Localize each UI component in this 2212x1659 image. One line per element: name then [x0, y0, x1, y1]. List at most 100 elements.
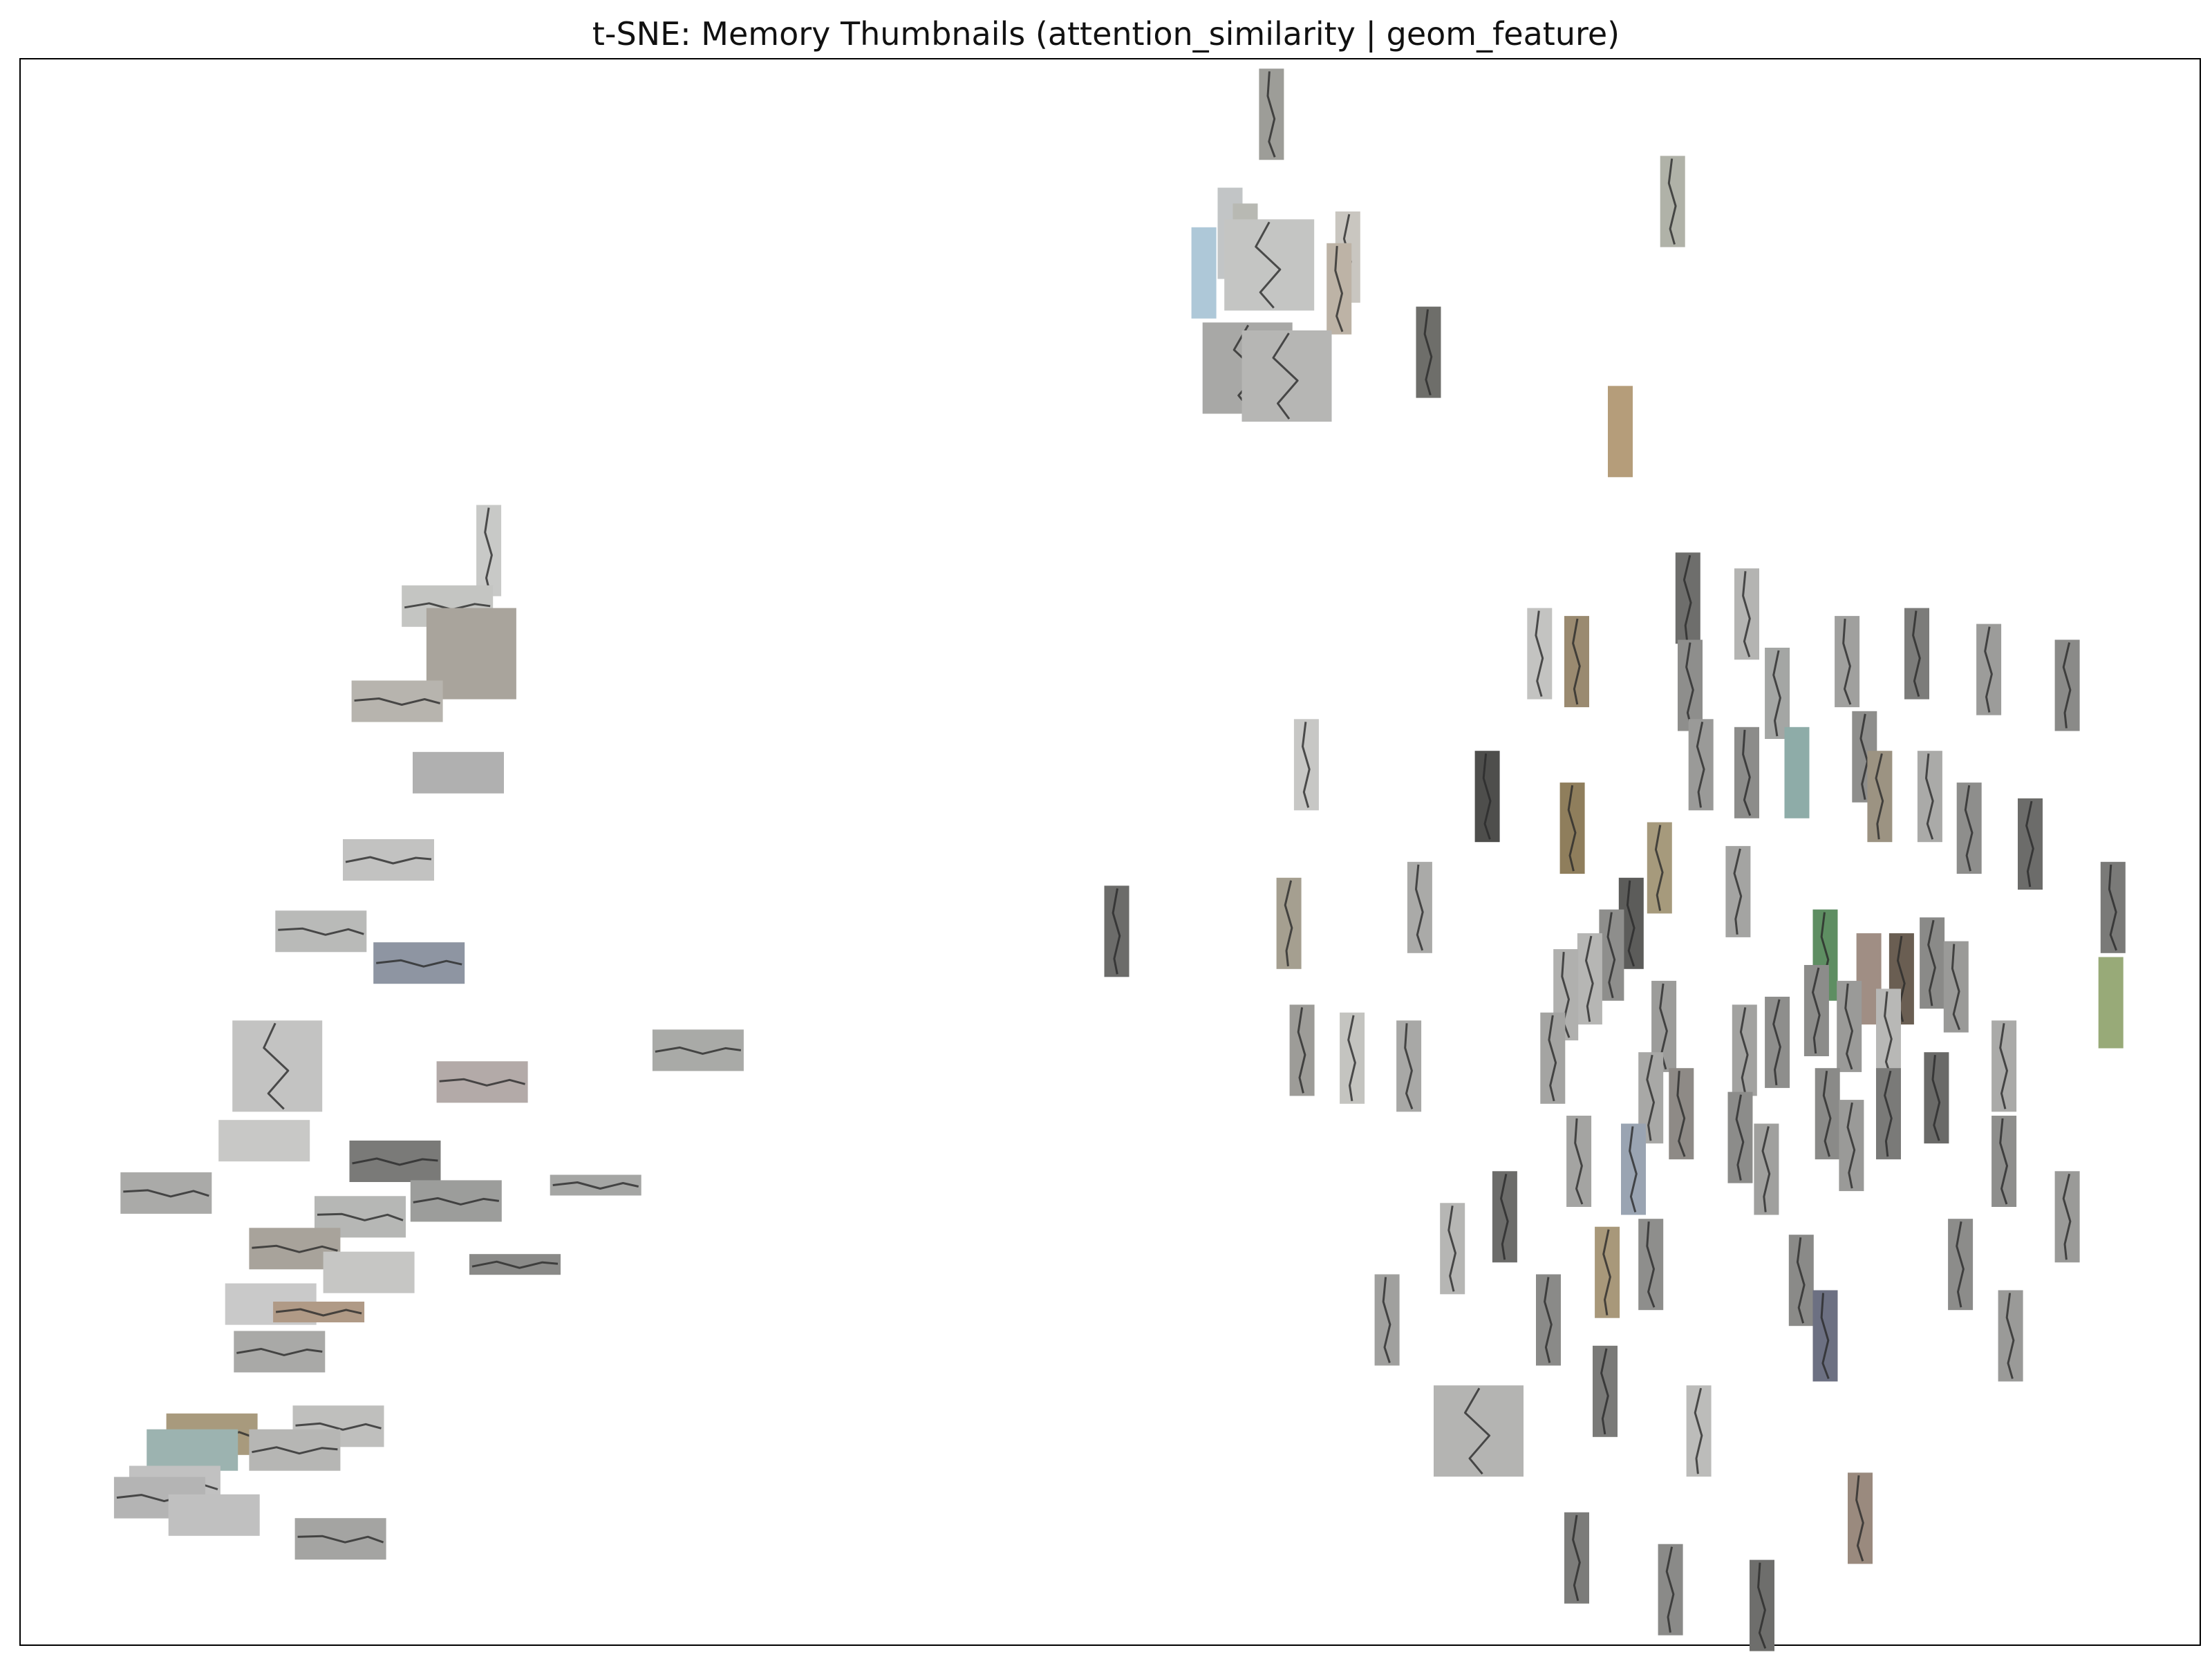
crack-line: [2005, 1293, 2015, 1379]
thumbnail-point: [476, 505, 502, 597]
thumbnail-point: [1765, 648, 1790, 739]
thumbnail-image: [1812, 1290, 1838, 1382]
crack-line: [236, 1347, 323, 1356]
thumbnail-point: [1191, 227, 1217, 319]
thumbnail-point: [2098, 957, 2124, 1049]
thumbnail-point: [1725, 845, 1751, 937]
thumbnail-point: [1660, 156, 1685, 247]
thumbnail-image: [1976, 624, 2002, 715]
thumbnail-point: [1765, 996, 1790, 1088]
thumbnail-point: [1669, 1068, 1694, 1160]
crack-line: [1606, 912, 1616, 999]
thumbnail-image: [1416, 306, 1441, 398]
thumbnail-point: [1991, 1116, 2017, 1207]
thumbnail-point: [1564, 1512, 1589, 1604]
thumbnail-point: [1920, 917, 1945, 1009]
crack-line: [2062, 642, 2072, 729]
crack-line: [263, 1022, 290, 1110]
crack-line: [1956, 1221, 1965, 1308]
thumbnail-image: [1837, 980, 1862, 1072]
thumbnail-image: [1492, 1171, 1517, 1263]
thumbnail-point: [1396, 1020, 1422, 1112]
crack-line: [2025, 800, 2034, 888]
thumbnail-point: [1788, 1235, 1814, 1327]
crack-line: [1572, 618, 1581, 705]
crack-line: [1683, 554, 1692, 641]
crack-line: [1796, 1237, 1806, 1324]
thumbnail-image: [1647, 822, 1672, 914]
crack-line: [1382, 1277, 1391, 1363]
thumbnail-image: [1540, 1012, 1566, 1104]
crack-line: [1646, 1221, 1656, 1308]
thumbnail-point: [1577, 933, 1602, 1025]
thumbnail-point: [1407, 861, 1432, 953]
thumbnail-point: [1924, 1052, 1949, 1144]
thumbnail-image: [1784, 727, 1810, 818]
crack-line: [471, 1260, 559, 1269]
thumbnail-point: [1686, 1385, 1712, 1477]
crack-line: [1600, 1348, 1609, 1435]
thumbnail-image: [1259, 68, 1284, 160]
thumbnail-point: [1835, 616, 1860, 708]
thumbnail-image: [1991, 1116, 2017, 1207]
thumbnail-image: [1374, 1274, 1400, 1366]
thumbnail-point: [349, 1141, 441, 1182]
thumbnail-image: [1564, 1512, 1589, 1604]
thumbnail-image: [1948, 1219, 1974, 1311]
thumbnail-image: [1566, 1116, 1592, 1207]
crack-line: [1535, 610, 1544, 697]
thumbnail-image: [2100, 861, 2126, 953]
thumbnail-point: [1540, 1012, 1566, 1104]
thumbnail-image: [1956, 782, 1982, 874]
crack-line: [1297, 1007, 1306, 1094]
thumbnail-point: [1917, 751, 1942, 843]
thumbnail-image: [1991, 1020, 2017, 1112]
crack-line: [1548, 1015, 1557, 1102]
thumbnail-point: [147, 1429, 238, 1471]
thumbnail-point: [323, 1251, 415, 1293]
thumbnail-image: [1536, 1274, 1561, 1366]
crack-line: [1561, 951, 1571, 1038]
thumbnail-point: [1327, 243, 1352, 335]
thumbnail-image: [1224, 219, 1315, 311]
thumbnail-point: [2054, 639, 2080, 731]
thumbnail-point: [2100, 861, 2126, 953]
thumbnail-point: [1688, 719, 1714, 811]
thumbnail-point: [550, 1174, 641, 1196]
chart-title: t-SNE: Memory Thumbnails (attention_simi…: [592, 15, 1620, 53]
thumbnail-point: [1734, 727, 1759, 818]
thumbnail-image: [1621, 1123, 1646, 1215]
thumbnail-image: [1998, 1290, 2023, 1382]
thumbnail-image: [147, 1429, 238, 1471]
thumbnail-point: [1599, 909, 1624, 1001]
crack-line: [1999, 1023, 2008, 1109]
thumbnail-image: [218, 1120, 310, 1162]
crack-line: [1925, 753, 1934, 840]
crack-line: [1255, 221, 1282, 309]
thumbnail-image: [413, 751, 504, 794]
thumbnail-point: [1727, 1091, 1753, 1183]
crack-line: [1742, 571, 1751, 657]
crack-line: [123, 1189, 209, 1198]
thumbnail-point: [1104, 885, 1130, 977]
crack-line: [1757, 1562, 1767, 1649]
crack-line: [1585, 935, 1594, 1022]
crack-line: [1951, 944, 1961, 1031]
thumbnail-point: [1675, 552, 1700, 644]
thumbnail-image: [120, 1172, 212, 1214]
crack-line: [1875, 753, 1884, 840]
thumbnail-image: [1734, 568, 1759, 660]
thumbnail-image: [1815, 1068, 1840, 1160]
thumbnail-image: [1917, 751, 1942, 843]
thumbnail-point: [413, 751, 504, 794]
crack-line: [252, 1446, 338, 1455]
thumbnail-point: [1340, 1012, 1365, 1104]
crack-line: [1694, 1387, 1703, 1474]
crack-line: [1347, 1015, 1356, 1102]
thumbnail-image: [1407, 861, 1432, 953]
thumbnail-image: [1564, 616, 1589, 708]
thumbnail-point: [1848, 1472, 1873, 1564]
thumbnail-point: [1876, 988, 1901, 1080]
thumbnail-image: [1559, 782, 1585, 874]
crack-line: [1302, 722, 1311, 808]
